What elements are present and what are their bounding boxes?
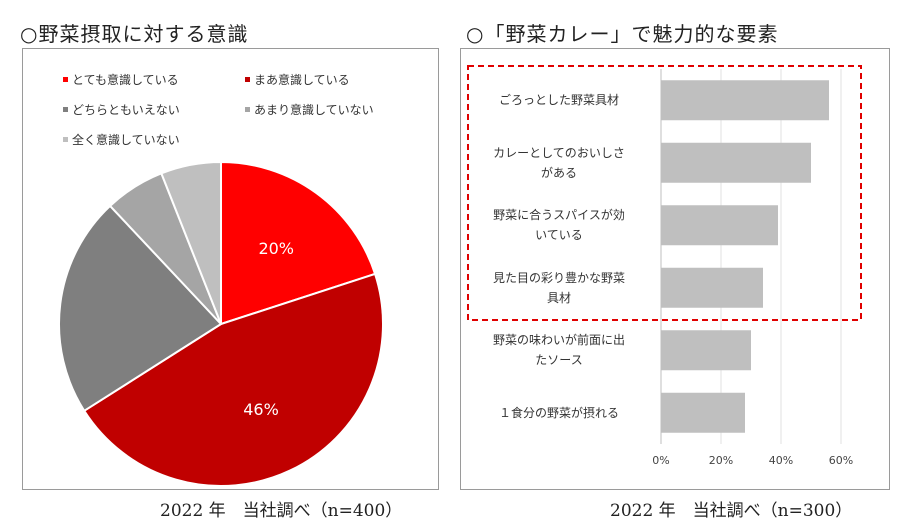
- pie-chart: 20% 46%: [58, 160, 384, 487]
- pie-data-label: 46%: [243, 400, 279, 419]
- bar-category-line: 野菜に合うスパイスが効: [493, 208, 625, 223]
- pie-source-note: 2022 年 当社調べ（n=400）: [160, 501, 403, 521]
- legend-swatch: [245, 77, 250, 82]
- pie-data-label: 20%: [258, 239, 294, 258]
- bar-tick-label: 60%: [829, 454, 853, 467]
- legend-label: まあ意識している: [254, 73, 350, 87]
- bar-category-label: カレーとしてのおいしさ がある: [469, 143, 649, 183]
- bar: [661, 80, 829, 121]
- pie-slice: [58, 204, 223, 413]
- bar: [661, 330, 751, 371]
- bar-category-label: 野菜の味わいが前面に出 たソース: [469, 330, 649, 370]
- bar: [661, 205, 778, 246]
- bar-category-line: 見た目の彩り豊かな野菜: [492, 270, 625, 285]
- pie-slice: [220, 160, 377, 326]
- bar-chart-title: ○「野菜カレー」で魅力的な要素: [466, 22, 779, 46]
- bar-category-line: ごろっとした野菜具材: [498, 93, 619, 108]
- pie-chart-panel: とても意識している まあ意識しているどちらともいえない あまり意識していない全く意識…: [22, 48, 439, 490]
- legend-swatch: [63, 107, 68, 112]
- legend-swatch: [245, 107, 250, 112]
- bar-tick-label: 40%: [769, 454, 793, 467]
- legend-label: 全く意識していない: [72, 133, 180, 147]
- legend-swatch: [63, 137, 68, 142]
- highlight-box: [467, 65, 862, 321]
- pie-legend-item: あまり意識していない: [245, 101, 374, 118]
- pie-chart-title: ○野菜摂取に対する意識: [20, 22, 249, 46]
- bar-category-line: いている: [535, 228, 583, 243]
- pie-legend-item: 全く意識していない: [63, 131, 180, 148]
- bar-tick-label: 20%: [709, 454, 733, 467]
- bar: [661, 142, 811, 183]
- bar-category-line: 野菜の味わいが前面に出: [492, 333, 625, 348]
- bar-category-line: 具材: [546, 290, 571, 305]
- legend-label: とても意識している: [72, 73, 179, 87]
- pie-legend-item: どちらともいえない: [63, 101, 180, 118]
- bar-tick-label: 0%: [652, 454, 669, 467]
- pie-slice: [82, 272, 384, 487]
- legend-swatch: [63, 77, 68, 82]
- pie-legend-item: とても意識している: [63, 71, 179, 88]
- bar-category-line: がある: [540, 165, 577, 180]
- bar-chart-panel: 0% 20% 40% 60% ごろっとした野菜具材 カレーとしてのおいしさ がある 野菜に合…: [460, 48, 890, 490]
- legend-label: どちらともいえない: [72, 103, 180, 117]
- pie-legend-item: まあ意識している: [245, 71, 350, 88]
- bar-category-label: １食分の野菜が摂れる: [469, 403, 649, 423]
- pie-slice: [160, 160, 222, 325]
- bar-category-label: ごろっとした野菜具材: [469, 90, 649, 110]
- legend-label: あまり意識していない: [254, 103, 374, 117]
- bar-category-line: カレーとしてのおいしさ: [493, 145, 625, 160]
- bar: [661, 392, 745, 433]
- bar-category-line: たソース: [535, 353, 583, 368]
- bar-category-line: １食分の野菜が摂れる: [498, 405, 619, 420]
- bar-category-label: 野菜に合うスパイスが効 いている: [469, 205, 649, 245]
- bar: [661, 267, 763, 308]
- bar-source-note: 2022 年 当社調べ（n=300）: [610, 501, 853, 521]
- bar-category-label: 見た目の彩り豊かな野菜 具材: [469, 268, 649, 308]
- bar-chart: 0% 20% 40% 60%: [467, 65, 862, 467]
